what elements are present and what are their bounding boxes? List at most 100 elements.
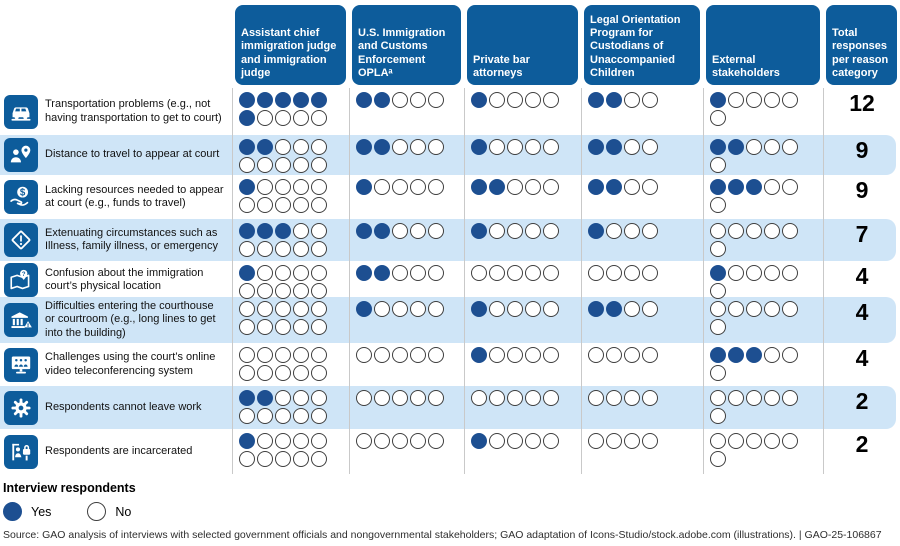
legend-no-dot-icon: [87, 502, 107, 521]
response-dot-no: [525, 390, 541, 406]
response-dot-yes: [710, 347, 726, 363]
legend-no-label: No: [115, 504, 132, 519]
response-dot-no: [624, 390, 640, 406]
response-cell: [464, 88, 581, 135]
response-dot-no: [710, 197, 726, 213]
reason-label-cell: Distance to travel to appear at court: [0, 135, 232, 175]
response-dot-yes: [311, 92, 327, 108]
response-dot-no: [293, 347, 309, 363]
reason-label-cell: Respondents cannot leave work: [0, 386, 232, 429]
response-dot-no: [293, 139, 309, 155]
response-dot-yes: [471, 92, 487, 108]
legend-title: Interview respondents: [3, 481, 136, 495]
response-dot-no: [588, 347, 604, 363]
response-dot-no: [311, 157, 327, 173]
response-dot-no: [764, 223, 780, 239]
response-cell: [349, 386, 464, 429]
response-dot-yes: [275, 223, 291, 239]
response-dot-no: [374, 179, 390, 195]
response-cell: [232, 343, 349, 386]
response-dot-no: [489, 433, 505, 449]
response-dot-no: [428, 301, 444, 317]
response-dot-yes: [257, 390, 273, 406]
response-dot-no: [392, 139, 408, 155]
response-dot-yes: [239, 265, 255, 281]
response-dot-yes: [356, 301, 372, 317]
incarcerated-icon: [4, 434, 38, 469]
response-dot-no: [606, 265, 622, 281]
response-dot-no: [507, 301, 523, 317]
response-dot-no: [410, 92, 426, 108]
response-dot-yes: [471, 301, 487, 317]
response-dot-yes: [728, 139, 744, 155]
row-total: 2: [823, 386, 900, 429]
response-cell: [581, 297, 703, 343]
response-dot-no: [293, 283, 309, 299]
response-dot-no: [392, 92, 408, 108]
response-dot-yes: [746, 347, 762, 363]
response-dot-no: [764, 301, 780, 317]
response-dot-no: [293, 365, 309, 381]
response-dot-no: [710, 301, 726, 317]
response-dot-no: [624, 301, 640, 317]
column-header-total: Total responses per reason category: [826, 5, 897, 85]
response-dot-no: [356, 433, 372, 449]
response-cell: [703, 297, 823, 343]
response-dot-no: [410, 347, 426, 363]
response-dot-no: [642, 433, 658, 449]
response-dot-no: [606, 433, 622, 449]
response-dot-no: [311, 179, 327, 195]
response-dot-no: [624, 265, 640, 281]
response-dot-no: [410, 179, 426, 195]
response-cell: [349, 88, 464, 135]
response-dot-no: [642, 139, 658, 155]
response-dot-no: [489, 92, 505, 108]
row-total: 9: [823, 175, 900, 219]
response-dot-no: [543, 223, 559, 239]
response-cell: [464, 175, 581, 219]
reason-label-cell: Extenuating circumstances such as Illnes…: [0, 219, 232, 261]
response-dot-no: [410, 139, 426, 155]
response-dot-yes: [710, 179, 726, 195]
response-dot-no: [710, 241, 726, 257]
reason-label-cell: ? Confusion about the immigration court’s…: [0, 261, 232, 299]
response-dot-no: [311, 197, 327, 213]
response-dot-no: [239, 157, 255, 173]
response-dot-no: [257, 433, 273, 449]
reason-label: Lacking resources needed to appear at co…: [45, 183, 224, 209]
response-dot-no: [525, 301, 541, 317]
response-dot-no: [293, 390, 309, 406]
response-dot-no: [543, 433, 559, 449]
response-dot-no: [428, 139, 444, 155]
response-dot-no: [239, 283, 255, 299]
video-conference-icon: [4, 347, 38, 382]
response-dot-no: [293, 301, 309, 317]
response-cell: [232, 386, 349, 429]
response-dot-no: [642, 223, 658, 239]
response-dot-no: [374, 433, 390, 449]
response-cell: [464, 297, 581, 343]
reason-row: Extenuating circumstances such as Illnes…: [0, 219, 900, 261]
column-header-label: External stakeholders: [712, 53, 780, 79]
response-dot-no: [239, 241, 255, 257]
reason-label: Difficulties entering the courthouse or …: [45, 299, 216, 339]
response-dot-no: [311, 139, 327, 155]
reason-row: Respondents cannot leave work 2: [0, 386, 900, 429]
response-dot-no: [293, 110, 309, 126]
response-dot-no: [257, 110, 273, 126]
response-dot-no: [710, 283, 726, 299]
response-dot-no: [356, 347, 372, 363]
response-dot-yes: [239, 179, 255, 195]
response-dot-no: [489, 139, 505, 155]
response-cell: [703, 386, 823, 429]
response-dot-no: [410, 433, 426, 449]
response-dot-no: [257, 179, 273, 195]
response-dot-yes: [588, 92, 604, 108]
response-dot-yes: [239, 433, 255, 449]
response-cell: [464, 429, 581, 474]
response-dot-no: [746, 301, 762, 317]
gear-icon: [4, 390, 38, 425]
response-dot-no: [374, 301, 390, 317]
column-header-label: U.S. Immigration and Customs Enforcement…: [358, 27, 446, 79]
response-dot-no: [293, 241, 309, 257]
